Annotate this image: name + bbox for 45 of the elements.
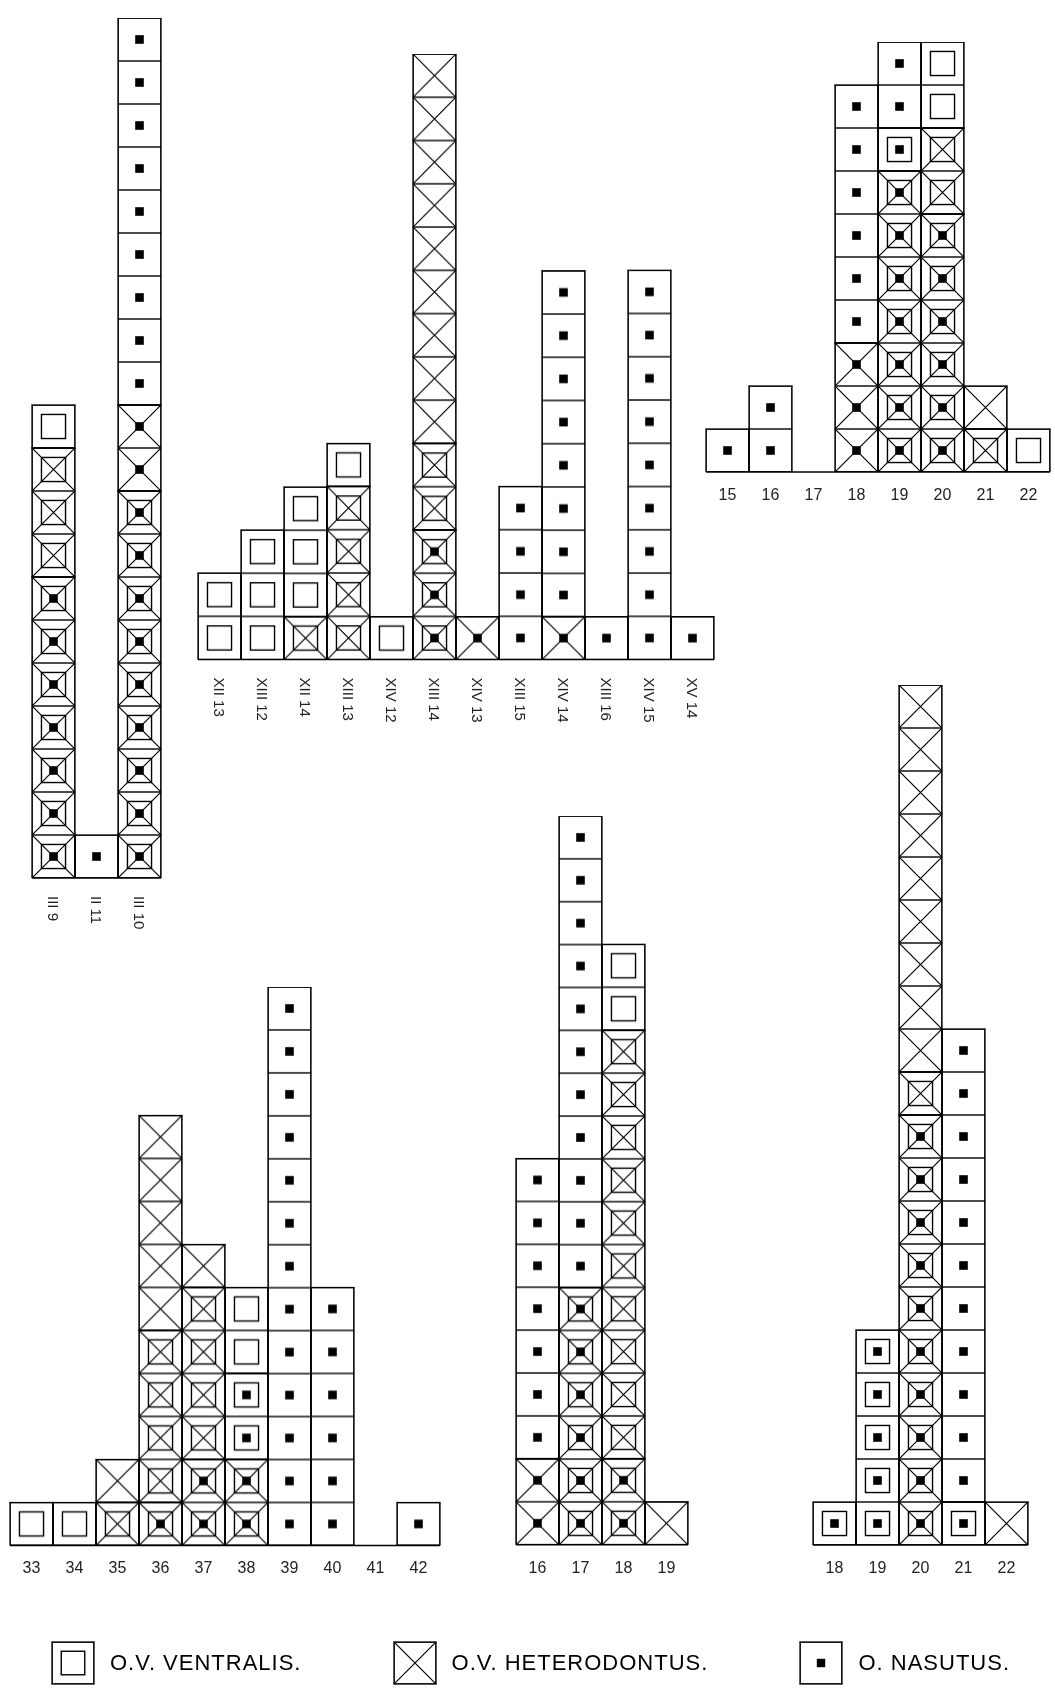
- x-tick-label: III 10: [131, 896, 148, 930]
- x-tick-label: XIV 15: [641, 677, 658, 723]
- x-tick-label: 34: [65, 1558, 84, 1576]
- x-tick-label: XIII 13: [340, 677, 357, 722]
- x-tick-label: 16: [761, 486, 780, 503]
- x-tick-label: 22: [997, 1559, 1016, 1576]
- x-tick-label: II 11: [88, 896, 105, 925]
- x-tick-label: 40: [323, 1558, 342, 1576]
- x-tick-label: XIII 15: [512, 677, 529, 722]
- x-tick-label: XIII 16: [598, 677, 615, 722]
- x-tick-label: 19: [657, 1558, 676, 1576]
- legend-label: O. NASUTUS.: [858, 1650, 1010, 1676]
- x-tick-label: 18: [825, 1559, 844, 1576]
- x-tick-label: 22: [1019, 486, 1038, 503]
- x-tick-label: 15: [718, 486, 737, 503]
- x-tick-label: 21: [954, 1559, 973, 1576]
- legend-label: O.V. VENTRALIS.: [110, 1650, 302, 1676]
- x-tick-label: 18: [614, 1558, 633, 1576]
- x-tick-label: 17: [804, 486, 823, 503]
- x-tick-label: 37: [194, 1558, 213, 1576]
- x-tick-label: 36: [151, 1558, 170, 1576]
- x-tick-label: 20: [911, 1559, 930, 1576]
- x-tick-label: XIII 12: [254, 677, 271, 722]
- x-tick-label: XIV 14: [555, 677, 572, 723]
- x-tick-label: 42: [409, 1558, 428, 1576]
- x-tick-label: XV 14: [684, 677, 701, 719]
- x-tick-label: 38: [237, 1558, 256, 1576]
- x-tick-label: 16: [528, 1558, 547, 1576]
- x-tick-label: XIII 14: [426, 677, 443, 722]
- x-tick-label: 19: [890, 486, 909, 503]
- x-tick-label: 17: [571, 1558, 590, 1576]
- x-tick-label: 19: [868, 1559, 887, 1576]
- x-tick-label: XIV 12: [383, 677, 400, 723]
- x-tick-label: XIV 13: [469, 677, 486, 723]
- x-tick-label: XII 14: [297, 677, 314, 718]
- x-tick-label: 18: [847, 486, 866, 503]
- x-tick-label: 41: [366, 1558, 385, 1576]
- x-tick-label: 35: [108, 1558, 127, 1576]
- x-tick-label: 21: [976, 486, 995, 503]
- x-tick-label: 20: [933, 486, 952, 503]
- x-tick-label: III 9: [45, 896, 62, 922]
- x-tick-label: 33: [22, 1558, 41, 1576]
- x-tick-label: 39: [280, 1558, 299, 1576]
- legend-label: O.V. HETERODONTUS.: [451, 1650, 709, 1676]
- x-tick-label: XII 13: [211, 677, 228, 718]
